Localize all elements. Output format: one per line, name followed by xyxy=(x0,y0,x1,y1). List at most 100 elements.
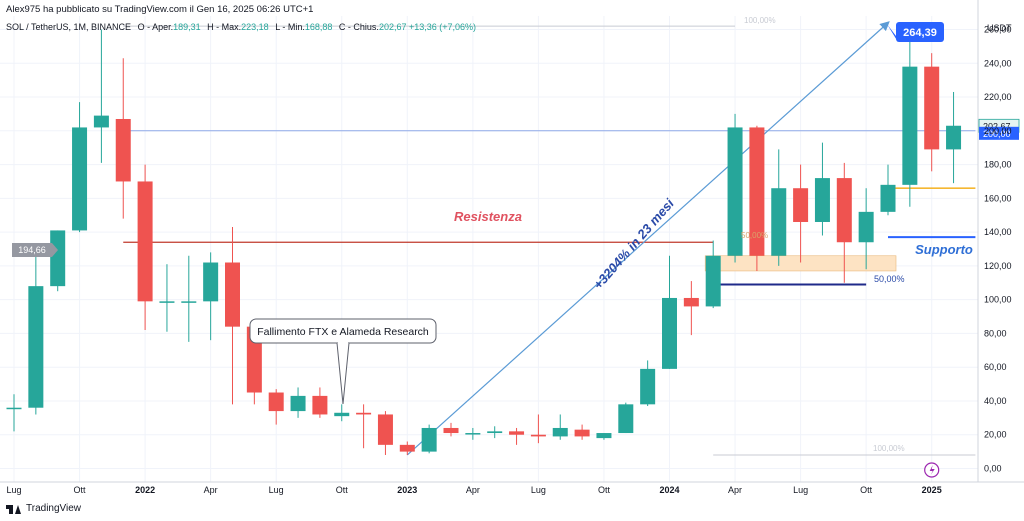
symbol-label[interactable]: SOL / TetherUS, 1M, BINANCE xyxy=(6,22,132,32)
high-label: H - Max. xyxy=(207,22,242,32)
price-tick-label: 120,00 xyxy=(984,261,1012,271)
change-value: +13,36 (+7,06%) xyxy=(408,22,477,32)
time-tick-label: Apr xyxy=(728,485,742,495)
price-tag-arrow xyxy=(52,243,58,257)
brand-name: TradingView xyxy=(26,503,82,514)
candle-body xyxy=(836,178,852,243)
level-price-box xyxy=(979,126,1019,140)
resistance-label: Resistenza xyxy=(454,209,522,224)
price-tick-label: 240,00 xyxy=(984,58,1012,68)
price-tick-label: 140,00 xyxy=(984,227,1012,237)
price-tick-label: 20,00 xyxy=(984,430,1007,440)
candle-body xyxy=(727,127,743,256)
time-tick-label: Ott xyxy=(598,485,611,495)
time-tick-label: Lug xyxy=(793,485,808,495)
candle-body xyxy=(946,125,962,150)
drawings xyxy=(123,21,976,456)
tradingview-brand[interactable]: TradingView xyxy=(6,503,81,514)
candle-body xyxy=(793,188,809,222)
candle-body xyxy=(705,255,721,307)
candle-body xyxy=(662,297,677,369)
fib-label-top: 100,00% xyxy=(744,16,776,25)
price-tick-label: 260,00 xyxy=(984,25,1012,35)
publisher-line: Alex975 ha pubblicato su TradingView.com… xyxy=(6,4,314,15)
price-tick-label: 100,00 xyxy=(984,295,1012,305)
time-tick-label: 2024 xyxy=(659,485,679,495)
low-value: 168,88 xyxy=(304,22,333,32)
trend-percentage-label: +3204% in 23 mesi xyxy=(590,196,677,293)
candle-body xyxy=(159,301,175,303)
candle-body xyxy=(6,407,22,410)
candle-body xyxy=(50,230,66,287)
fib-label-bottom: 100,00% xyxy=(873,444,905,453)
candle-body xyxy=(443,427,459,434)
high-value: 223,18 xyxy=(241,22,269,32)
close-label: C - Chius. xyxy=(338,22,379,32)
support-label: Supporto xyxy=(915,242,973,257)
candle-body xyxy=(683,297,699,307)
candle-body xyxy=(530,434,546,437)
candle-body xyxy=(880,184,896,212)
last-price-text: 202,67 xyxy=(983,121,1011,131)
open-value: 189,31 xyxy=(173,22,201,32)
candle-body xyxy=(814,178,830,222)
candle-body xyxy=(858,211,874,243)
price-tick-label: 80,00 xyxy=(984,328,1007,338)
annotations: Resistenza Supporto +3204% in 23 mesi Falli… xyxy=(12,16,1020,478)
candle-body xyxy=(203,262,219,302)
candle-body xyxy=(421,427,437,452)
candle-body xyxy=(924,66,940,150)
time-tick-label: Apr xyxy=(204,485,218,495)
high-callout-box xyxy=(896,22,944,42)
time-tick-label: Ott xyxy=(860,485,873,495)
candle-body xyxy=(268,392,284,412)
high-callout-pointer xyxy=(887,24,898,42)
candle-body xyxy=(749,127,765,256)
fib-label-50-faded: 50,00% xyxy=(741,231,768,240)
candle-body xyxy=(574,429,590,437)
candle-body xyxy=(618,404,634,434)
price-tick-label: 200,00 xyxy=(984,126,1012,136)
open-label: O - Aper. xyxy=(137,22,174,32)
tradingview-logo-icon xyxy=(6,504,22,514)
candle-body xyxy=(487,431,503,434)
time-tick-label: Apr xyxy=(466,485,480,495)
price-tick-label: 60,00 xyxy=(984,362,1007,372)
candle-body xyxy=(465,433,481,435)
candle-body xyxy=(312,395,328,415)
candle-body xyxy=(552,427,568,437)
price-tick-label: 40,00 xyxy=(984,396,1007,406)
price-tag-box xyxy=(12,243,52,257)
candle-body xyxy=(225,262,240,327)
time-tick-label: 2022 xyxy=(135,485,155,495)
candles xyxy=(6,22,962,455)
candle-body xyxy=(771,188,787,256)
candle-body xyxy=(356,412,372,415)
time-tick-label: Lug xyxy=(6,485,21,495)
candle-body xyxy=(72,127,88,231)
price-tick-label: 220,00 xyxy=(984,92,1012,102)
candle-body xyxy=(137,181,153,302)
trend-line xyxy=(406,21,890,456)
price-axis-unit: USDT xyxy=(987,23,1012,33)
candle-body xyxy=(902,66,918,185)
high-callout-text: 264,39 xyxy=(903,27,937,39)
candle-body xyxy=(334,412,350,417)
low-label: L - Min. xyxy=(275,22,305,32)
time-tick-label: Ott xyxy=(336,485,349,495)
fib-label-50: 50,00% xyxy=(874,274,905,284)
level-price-text: 200,00 xyxy=(983,129,1011,139)
axes: USDT 0,00 20,00 40,00 60,00 80,00 100,00 120,00… xyxy=(0,0,1024,495)
candle-body xyxy=(377,414,393,445)
price-tick-label: 0,00 xyxy=(984,463,1002,473)
lightning-glyph xyxy=(929,465,935,475)
close-value: 202,67 xyxy=(378,22,407,32)
candle-body xyxy=(181,301,197,303)
time-tick-label: Ott xyxy=(74,485,87,495)
time-tick-label: Lug xyxy=(269,485,284,495)
ftx-callout-text: Fallimento FTX e Alameda Research xyxy=(257,326,429,338)
candle-body xyxy=(640,368,656,405)
candle-body xyxy=(509,431,525,435)
price-tag-text: 194,66 xyxy=(18,245,46,255)
